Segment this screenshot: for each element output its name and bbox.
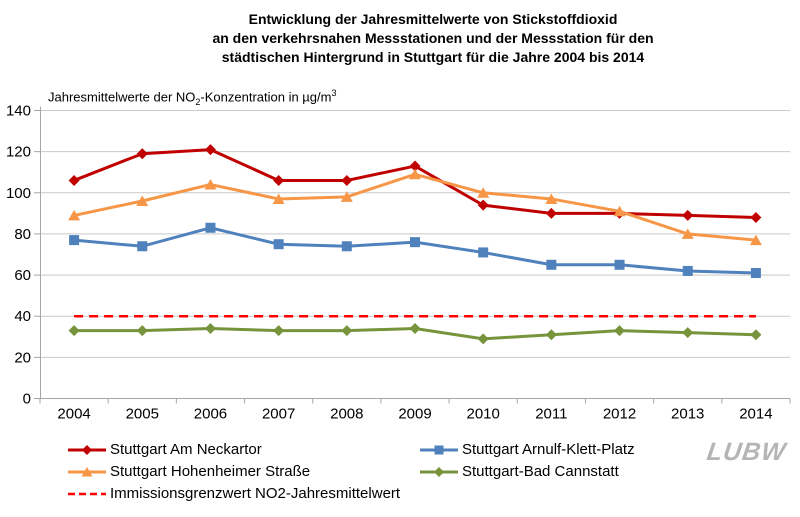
y-axis-tick-label: 40 — [14, 308, 31, 325]
x-axis-tick-label: 2012 — [603, 406, 636, 423]
x-axis-tick-label: 2008 — [330, 406, 363, 423]
diamond-marker-icon — [82, 444, 92, 455]
y-axis-tick-label: 0 — [23, 391, 31, 408]
x-axis-tick-label: 2009 — [398, 406, 431, 423]
data-point-marker-stuttgart-arnulf-klett-platz — [682, 265, 693, 276]
x-axis-tick-label: 2014 — [739, 406, 772, 423]
y-axis-tick-label: 20 — [14, 349, 31, 366]
data-point-marker-stuttgart-arnulf-klett-platz — [750, 268, 761, 279]
y-axis-title-text2: -Konzentration in µg/m — [200, 89, 332, 105]
data-point-marker-stuttgart-bad-cannstatt — [477, 333, 489, 345]
data-point-marker-stuttgart-bad-cannstatt — [750, 329, 762, 341]
legend: Stuttgart Am Neckartor Stuttgart Arnulf-K… — [66, 441, 716, 502]
data-point-marker-stuttgart-hohenheimer-stra-e — [272, 193, 285, 204]
y-axis-title: Jahresmittelwerte der NO2-Konzentration … — [48, 88, 336, 107]
series-line-stuttgart-arnulf-klett-platz — [73, 226, 756, 275]
y-axis-tick-label: 80 — [14, 226, 31, 243]
data-point-marker-stuttgart-bad-cannstatt — [273, 325, 285, 337]
data-point-marker-stuttgart-arnulf-klett-platz — [614, 259, 625, 270]
legend-item-stuttgart-bad-cannstatt: Stuttgart-Bad Cannstatt — [418, 463, 716, 480]
x-axis-tick-label: 2005 — [126, 406, 159, 423]
x-axis-tick-label: 2006 — [194, 406, 227, 423]
data-point-marker-stuttgart-bad-cannstatt — [136, 325, 148, 337]
data-point-marker-stuttgart-hohenheimer-stra-e — [749, 234, 762, 246]
x-axis-tick-label: 2010 — [466, 406, 499, 423]
legend-label-stuttgart-bad-cannstatt: Stuttgart-Bad Cannstatt — [462, 463, 619, 480]
legend-swatch-triangle — [68, 466, 106, 476]
legend-swatch-none-dashed — [68, 492, 106, 495]
chart-title-line2: an den verkehrsnahen Messstationen und d… — [212, 30, 654, 46]
data-point-marker-stuttgart-am-neckartor — [273, 174, 285, 186]
plot-area: 0 20 40 60 80 100 120 140 2004 2005 2006 2007 2008 20… — [6, 103, 791, 423]
data-point-marker-stuttgart-hohenheimer-stra-e — [477, 187, 490, 198]
legend-item-immissionsgrenzwert-no2-jahresmittelwert: Immissionsgrenzwert NO2-Jahresmittelwert — [66, 485, 418, 502]
data-point-marker-stuttgart-am-neckartor — [477, 199, 489, 211]
data-point-marker-stuttgart-am-neckartor — [750, 211, 762, 223]
data-point-marker-stuttgart-bad-cannstatt — [614, 325, 626, 337]
data-point-marker-stuttgart-hohenheimer-stra-e — [136, 195, 149, 207]
data-point-marker-stuttgart-am-neckartor — [545, 207, 557, 219]
lubw-logo: LUBW — [705, 438, 789, 466]
legend-item-stuttgart-arnulf-klett-platz: Stuttgart Arnulf-Klett-Platz — [418, 441, 716, 458]
x-axis-tick-label: 2011 — [535, 406, 567, 423]
data-point-marker-stuttgart-arnulf-klett-platz — [273, 239, 284, 250]
legend-swatch-diamond — [68, 444, 106, 455]
y-axis-tick-label: 120 — [6, 144, 31, 161]
data-point-marker-stuttgart-am-neckartor — [204, 144, 216, 156]
data-point-marker-stuttgart-bad-cannstatt — [341, 325, 353, 337]
legend-swatch-square — [420, 445, 458, 454]
y-axis-tick-label: 60 — [14, 267, 31, 284]
data-point-marker-stuttgart-am-neckartor — [409, 160, 421, 172]
chart-title-line1: Entwicklung der Jahresmittelwerte von St… — [248, 11, 618, 27]
data-point-marker-stuttgart-arnulf-klett-platz — [205, 222, 216, 233]
data-point-marker-stuttgart-hohenheimer-stra-e — [613, 205, 626, 217]
square-marker-icon — [434, 445, 444, 454]
data-point-marker-stuttgart-arnulf-klett-platz — [478, 247, 489, 258]
data-point-marker-stuttgart-hohenheimer-stra-e — [204, 179, 217, 190]
x-axis-tick-label: 2007 — [262, 406, 295, 423]
data-point-marker-stuttgart-bad-cannstatt — [68, 325, 80, 337]
data-point-marker-stuttgart-arnulf-klett-platz — [137, 241, 148, 252]
data-point-marker-stuttgart-bad-cannstatt — [204, 323, 216, 335]
y-axis-tick-label: 140 — [6, 103, 31, 120]
legend-label-stuttgart-am-neckartor: Stuttgart Am Neckartor — [110, 441, 262, 458]
data-point-marker-stuttgart-hohenheimer-stra-e — [340, 191, 353, 202]
legend-label-stuttgart-hohenheimer-stra-e: Stuttgart Hohenheimer Straße — [110, 463, 311, 480]
data-point-marker-stuttgart-hohenheimer-stra-e — [545, 193, 558, 204]
legend-label-immissionsgrenzwert-no2-jahresmittelwert: Immissionsgrenzwert NO2-Jahresmittelwert — [110, 485, 401, 502]
y-axis-tick-label: 100 — [6, 185, 31, 202]
diamond-marker-icon — [434, 466, 444, 477]
x-axis-tick-label: 2004 — [57, 406, 90, 423]
data-point-marker-stuttgart-arnulf-klett-platz — [69, 235, 80, 246]
x-axis-tick-label: 2013 — [671, 406, 704, 423]
series-line-stuttgart-am-neckartor — [73, 148, 756, 219]
data-point-marker-stuttgart-hohenheimer-stra-e — [68, 209, 81, 221]
series-line-stuttgart-hohenheimer-stra-e — [73, 172, 757, 242]
data-point-marker-stuttgart-am-neckartor — [68, 174, 80, 186]
legend-swatch-diamond — [420, 466, 458, 477]
legend-label-stuttgart-arnulf-klett-platz: Stuttgart Arnulf-Klett-Platz — [462, 441, 635, 458]
data-point-marker-stuttgart-bad-cannstatt — [545, 329, 557, 341]
legend-item-stuttgart-am-neckartor: Stuttgart Am Neckartor — [66, 441, 418, 458]
y-axis-title-superscript: 3 — [331, 88, 337, 98]
data-point-marker-stuttgart-am-neckartor — [341, 174, 353, 186]
data-point-marker-stuttgart-arnulf-klett-platz — [341, 241, 352, 252]
y-axis-title-subscript: 2 — [195, 96, 201, 107]
data-point-marker-stuttgart-arnulf-klett-platz — [410, 237, 420, 248]
chart-title: Entwicklung der Jahresmittelwerte von St… — [66, 10, 800, 67]
data-point-marker-stuttgart-bad-cannstatt — [409, 323, 421, 335]
data-point-marker-stuttgart-am-neckartor — [682, 209, 694, 221]
data-point-marker-stuttgart-hohenheimer-stra-e — [681, 228, 694, 239]
data-point-marker-stuttgart-arnulf-klett-platz — [546, 259, 557, 270]
data-point-marker-stuttgart-hohenheimer-stra-e — [409, 168, 421, 180]
chart-title-line3: städtischen Hintergrund in Stuttgart für… — [221, 49, 645, 65]
y-axis-title-text: Jahresmittelwerte der NO — [48, 89, 196, 105]
data-point-marker-stuttgart-bad-cannstatt — [682, 327, 694, 339]
legend-item-stuttgart-hohenheimer-stra-e: Stuttgart Hohenheimer Straße — [66, 463, 418, 480]
triangle-marker-icon — [81, 466, 93, 476]
data-point-marker-stuttgart-am-neckartor — [136, 148, 148, 160]
